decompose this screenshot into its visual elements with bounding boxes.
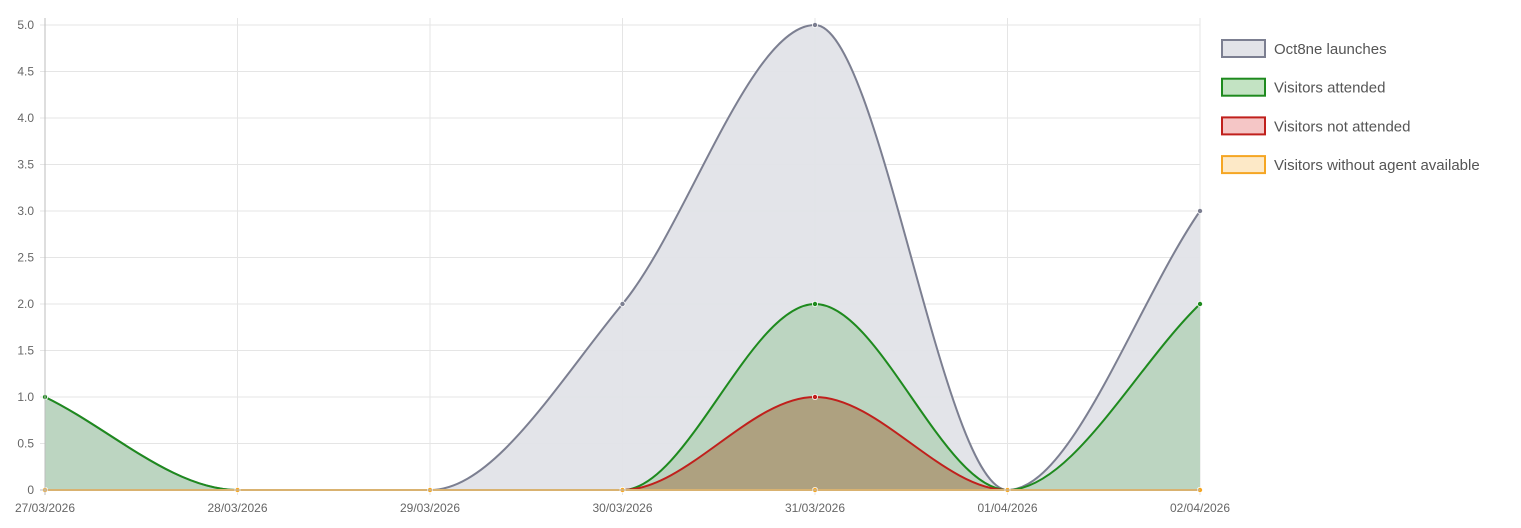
legend-label: Visitors without agent available: [1274, 157, 1480, 174]
x-tick-label: 02/04/2026: [1170, 501, 1230, 515]
y-tick-label: 1.0: [17, 390, 34, 404]
legend-swatch: [1221, 155, 1266, 175]
x-tick-label: 01/04/2026: [977, 501, 1037, 515]
grid: [40, 18, 1201, 495]
y-tick-label: 4.0: [17, 111, 34, 125]
data-point[interactable]: [812, 21, 819, 28]
legend: Oct8ne launches Visitors attended Visitors…: [1221, 39, 1480, 175]
data-point[interactable]: [619, 300, 626, 307]
x-tick-label: 30/03/2026: [592, 501, 652, 515]
legend-item[interactable]: Visitors without agent available: [1221, 155, 1480, 175]
y-tick-label: 1.5: [17, 344, 34, 358]
legend-swatch: [1221, 77, 1266, 97]
axes: 27/03/2026 28/03/2026 29/03/2026 30/03/2026…: [15, 18, 1230, 515]
legend-label: Visitors attended: [1274, 80, 1385, 97]
legend-swatch: [1221, 39, 1266, 58]
y-tick-label: 2.0: [17, 297, 34, 311]
x-tick-label: 29/03/2026: [400, 501, 460, 515]
y-tick-label: 3.0: [17, 204, 34, 218]
legend-item[interactable]: Visitors not attended: [1221, 116, 1410, 136]
legend-label: Visitors not attended: [1274, 118, 1410, 135]
y-tick-label: 5.0: [17, 18, 34, 32]
data-point[interactable]: [812, 393, 819, 400]
x-tick-label: 27/03/2026: [15, 501, 75, 515]
legend-item[interactable]: Oct8ne launches: [1221, 39, 1387, 58]
y-tick-label: 2.5: [17, 251, 34, 265]
legend-item[interactable]: Visitors attended: [1221, 77, 1385, 97]
legend-swatch: [1221, 116, 1266, 136]
data-point[interactable]: [1197, 300, 1204, 307]
legend-label: Oct8ne launches: [1274, 41, 1387, 58]
series-area-0: [45, 25, 1200, 490]
data-point[interactable]: [812, 300, 819, 307]
x-tick-label: 31/03/2026: [785, 501, 845, 515]
data-point[interactable]: [1197, 207, 1204, 214]
y-tick-label: 4.5: [17, 65, 34, 79]
series-area-2: [45, 397, 1200, 490]
y-tick-label: 3.5: [17, 158, 34, 172]
x-tick-label: 28/03/2026: [207, 501, 267, 515]
y-tick-label: 0: [27, 483, 34, 497]
y-tick-label: 0.5: [17, 437, 34, 451]
